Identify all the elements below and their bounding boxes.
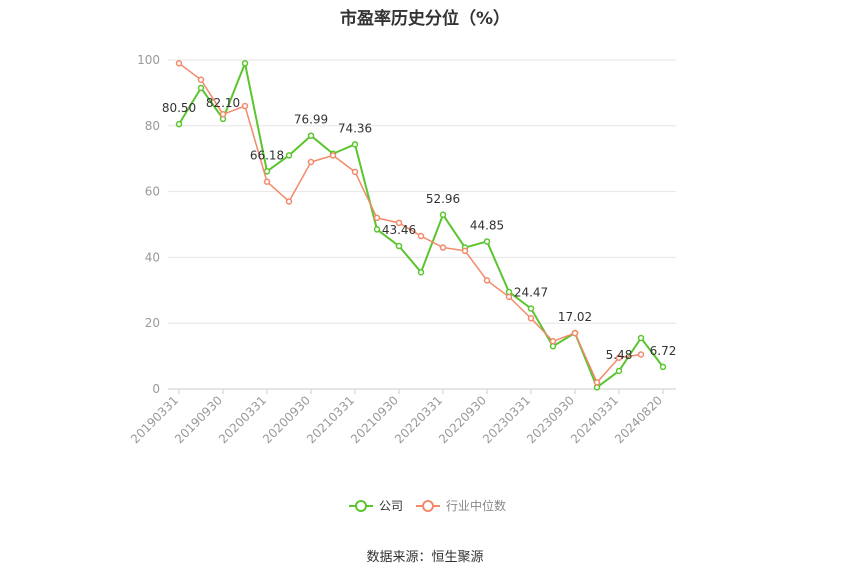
- data-point: [351, 141, 359, 148]
- data-point: [263, 168, 271, 175]
- data-point: [395, 219, 403, 227]
- data-point: [373, 226, 381, 233]
- data-point: [461, 247, 469, 255]
- data-point: [549, 338, 557, 345]
- data-point: [417, 232, 425, 240]
- data-label: 5.48: [606, 348, 633, 362]
- data-point: [615, 367, 623, 375]
- data-label: 76.99: [294, 113, 328, 127]
- legend-item-company: 公司: [379, 499, 403, 513]
- data-point: [307, 132, 315, 139]
- data-point: [615, 354, 623, 361]
- data-point: [483, 277, 491, 284]
- data-point: [241, 102, 249, 110]
- y-tick-label: 40: [145, 250, 160, 264]
- data-label: 43.46: [382, 223, 416, 237]
- x-tick-label: 20240820: [612, 393, 665, 446]
- y-tick-label: 100: [137, 53, 160, 67]
- data-point: [197, 84, 205, 92]
- data-point: [285, 152, 293, 159]
- data-point: [637, 351, 645, 358]
- data-label: 44.85: [470, 218, 504, 232]
- legend-marker: [355, 500, 367, 512]
- data-point: [175, 120, 183, 128]
- data-point: [307, 158, 315, 166]
- data-label: 80.50: [162, 101, 196, 115]
- data-label: 82.10: [206, 96, 240, 110]
- series-line: [178, 62, 664, 389]
- data-label: 74.36: [338, 121, 372, 135]
- data-point: [659, 363, 667, 371]
- data-point: [263, 178, 271, 185]
- data-point: [219, 111, 227, 118]
- data-point: [329, 152, 337, 159]
- data-point: [351, 168, 359, 176]
- data-point: [439, 244, 447, 251]
- y-tick-label: 0: [152, 382, 160, 396]
- data-label: 24.47: [514, 285, 548, 299]
- data-source-note: 数据来源：恒生聚源: [366, 550, 484, 565]
- data-point: [527, 315, 535, 322]
- data-label: 17.02: [558, 310, 592, 324]
- data-point: [483, 238, 491, 245]
- data-point: [175, 60, 183, 67]
- data-point: [439, 211, 447, 219]
- data-point: [373, 214, 381, 222]
- data-label: 6.72: [650, 344, 677, 358]
- data-point: [241, 60, 249, 67]
- y-tick-label: 80: [145, 119, 160, 133]
- series-line: [178, 62, 642, 384]
- data-label: 66.18: [250, 148, 284, 162]
- data-point: [571, 329, 579, 337]
- data-label: 52.96: [426, 192, 460, 206]
- data-point: [527, 305, 535, 312]
- data-point: [395, 242, 403, 250]
- data-point: [417, 268, 425, 276]
- legend-item-industry: 行业中位数: [446, 498, 506, 513]
- chart-title: 市盈率历史分位（%）: [339, 9, 511, 29]
- data-point: [593, 379, 601, 386]
- legend-marker: [422, 500, 434, 512]
- data-point: [637, 334, 645, 342]
- data-point: [505, 293, 513, 301]
- data-point: [197, 76, 205, 83]
- y-tick-label: 20: [145, 316, 160, 330]
- data-point: [285, 198, 293, 205]
- y-tick-label: 60: [145, 185, 160, 199]
